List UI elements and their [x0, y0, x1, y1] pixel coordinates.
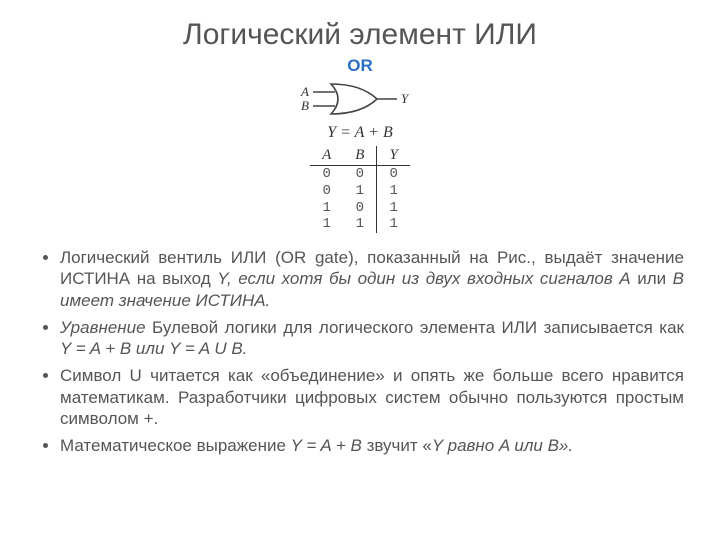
truth-row: 101	[310, 200, 410, 217]
truth-cell: 1	[377, 216, 410, 233]
gate-equation: Y = A + B	[36, 124, 684, 142]
truth-cell: 0	[377, 166, 410, 183]
truth-cell: 1	[343, 183, 377, 200]
truth-cell: 1	[377, 183, 410, 200]
truth-cell: 1	[343, 216, 377, 233]
truth-row: 111	[310, 216, 410, 233]
truth-cell: 0	[310, 183, 343, 200]
truth-col-y: Y	[377, 146, 410, 166]
input-a-label: A	[300, 84, 309, 99]
input-b-label: B	[301, 98, 309, 113]
truth-table: A B Y 000011101111	[310, 146, 410, 233]
bullet-item: Символ U читается как «объединение» и оп…	[60, 365, 684, 429]
truth-cell: 1	[310, 216, 343, 233]
truth-row: 011	[310, 183, 410, 200]
bullet-item: Математическое выражение Y = A + B звучи…	[60, 435, 684, 456]
truth-cell: 1	[377, 200, 410, 217]
truth-cell: 1	[310, 200, 343, 217]
bullet-list: Логический вентиль ИЛИ (OR gate), показа…	[36, 247, 684, 456]
page-title: Логический элемент ИЛИ	[36, 18, 684, 52]
bullet-item: Логический вентиль ИЛИ (OR gate), показа…	[60, 247, 684, 311]
truth-cell: 0	[343, 166, 377, 183]
gate-diagram: A B Y	[295, 76, 425, 122]
truth-col-b: B	[343, 146, 377, 166]
output-label: Y	[401, 91, 410, 106]
or-gate-figure: OR A B Y Y = A + B A B Y 000011101111	[36, 56, 684, 233]
truth-row: 000	[310, 166, 410, 183]
truth-cell: 0	[343, 200, 377, 217]
bullet-item: Уравнение Булевой логики для логического…	[60, 317, 684, 360]
truth-col-a: A	[310, 146, 343, 166]
truth-cell: 0	[310, 166, 343, 183]
gate-label: OR	[36, 56, 684, 76]
